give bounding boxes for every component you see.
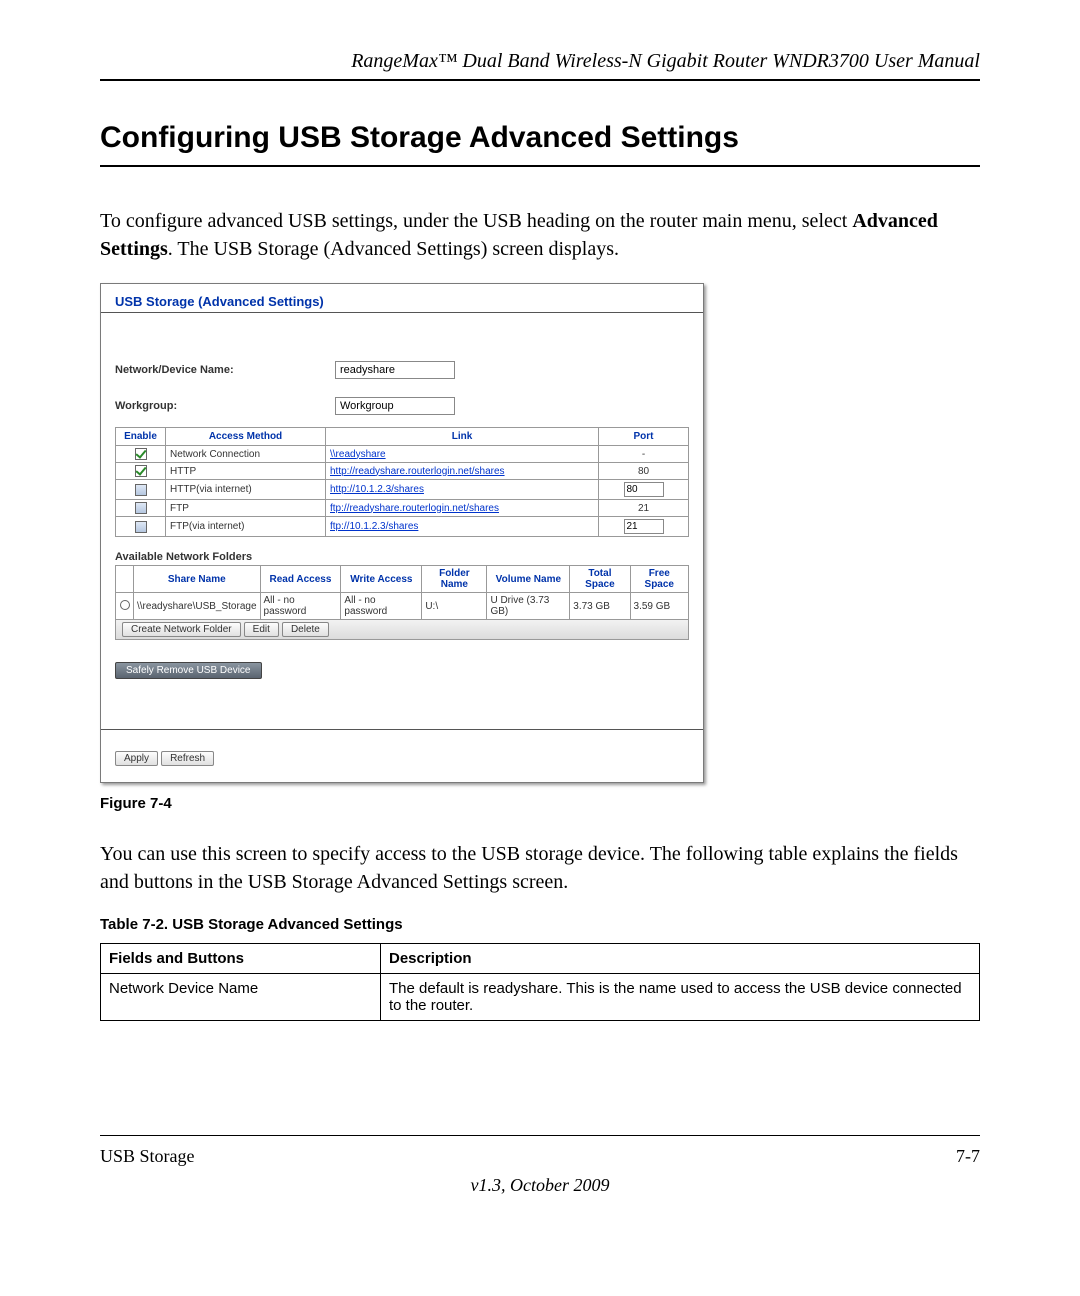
access-row: HTTP http://readyshare.routerlogin.net/s… xyxy=(116,463,689,480)
apply-button[interactable]: Apply xyxy=(115,751,158,766)
desc-cell-desc: The default is readyshare. This is the n… xyxy=(381,974,980,1021)
th-free: Free Space xyxy=(630,566,688,593)
port-cell: 80 xyxy=(599,463,689,480)
link-cell[interactable]: \\readyshare xyxy=(330,449,386,460)
desc-cell-field: Network Device Name xyxy=(101,974,381,1021)
link-cell[interactable]: http://10.1.2.3/shares xyxy=(330,484,424,495)
volume-cell: U Drive (3.73 GB) xyxy=(487,593,570,620)
link-cell[interactable]: ftp://10.1.2.3/shares xyxy=(330,521,418,532)
intro-text-1: To configure advanced USB settings, unde… xyxy=(100,210,852,232)
method-cell: HTTP(via internet) xyxy=(166,480,326,500)
total-cell: 3.73 GB xyxy=(570,593,630,620)
th-share: Share Name xyxy=(134,566,261,593)
th-folder: Folder Name xyxy=(422,566,487,593)
method-cell: Network Connection xyxy=(166,446,326,463)
folders-label: Available Network Folders xyxy=(115,551,689,563)
th-read: Read Access xyxy=(260,566,341,593)
enable-checkbox[interactable] xyxy=(135,484,147,496)
enable-checkbox[interactable] xyxy=(135,521,147,533)
port-input[interactable] xyxy=(624,482,664,497)
footer-left: USB Storage xyxy=(100,1146,195,1167)
th-write: Write Access xyxy=(341,566,422,593)
share-cell: \\readyshare\USB_Storage xyxy=(134,593,261,620)
network-device-input[interactable] xyxy=(335,361,455,379)
intro-paragraph: To configure advanced USB settings, unde… xyxy=(100,207,980,263)
free-cell: 3.59 GB xyxy=(630,593,688,620)
refresh-button[interactable]: Refresh xyxy=(161,751,214,766)
workgroup-input[interactable] xyxy=(335,397,455,415)
safely-remove-button[interactable]: Safely Remove USB Device xyxy=(115,662,262,679)
footer-right: 7-7 xyxy=(956,1146,980,1167)
router-screenshot: USB Storage (Advanced Settings) Network/… xyxy=(100,283,704,783)
workgroup-label: Workgroup: xyxy=(115,400,335,412)
link-cell[interactable]: http://readyshare.routerlogin.net/shares xyxy=(330,466,505,477)
access-row: FTP(via internet) ftp://10.1.2.3/shares xyxy=(116,517,689,537)
desc-th-2: Description xyxy=(381,944,980,974)
folder-button-row: Create Network Folder Edit Delete xyxy=(115,620,689,640)
port-input[interactable] xyxy=(624,519,664,534)
enable-checkbox[interactable] xyxy=(135,502,147,514)
page-footer: USB Storage 7-7 v1.3, October 2009 xyxy=(100,1135,980,1196)
port-cell: 21 xyxy=(599,500,689,517)
edit-button[interactable]: Edit xyxy=(244,622,279,637)
create-folder-button[interactable]: Create Network Folder xyxy=(122,622,241,637)
link-cell[interactable]: ftp://readyshare.routerlogin.net/shares xyxy=(330,503,499,514)
footer-version: v1.3, October 2009 xyxy=(100,1175,980,1196)
enable-checkbox[interactable] xyxy=(135,448,147,460)
intro-text-2: . The USB Storage (Advanced Settings) sc… xyxy=(168,238,619,260)
folder-radio[interactable] xyxy=(120,600,130,610)
folder-row: \\readyshare\USB_Storage All - no passwo… xyxy=(116,593,689,620)
method-cell: HTTP xyxy=(166,463,326,480)
th-port: Port xyxy=(599,428,689,446)
desc-th-1: Fields and Buttons xyxy=(101,944,381,974)
th-method: Access Method xyxy=(166,428,326,446)
th-total: Total Space xyxy=(570,566,630,593)
table-caption: Table 7-2. USB Storage Advanced Settings xyxy=(100,916,980,933)
method-cell: FTP xyxy=(166,500,326,517)
figure-caption: Figure 7-4 xyxy=(100,795,980,812)
th-volume: Volume Name xyxy=(487,566,570,593)
write-cell: All - no password xyxy=(341,593,422,620)
read-cell: All - no password xyxy=(260,593,341,620)
th-link: Link xyxy=(326,428,599,446)
description-table: Fields and Buttons Description Network D… xyxy=(100,943,980,1021)
method-cell: FTP(via internet) xyxy=(166,517,326,537)
delete-button[interactable]: Delete xyxy=(282,622,329,637)
section-heading: Configuring USB Storage Advanced Setting… xyxy=(100,121,980,167)
screenshot-title: USB Storage (Advanced Settings) xyxy=(115,294,689,309)
page-header: RangeMax™ Dual Band Wireless-N Gigabit R… xyxy=(100,50,980,81)
enable-checkbox[interactable] xyxy=(135,465,147,477)
body-paragraph-2: You can use this screen to specify acces… xyxy=(100,840,980,896)
folder-cell: U:\ xyxy=(422,593,487,620)
port-cell: - xyxy=(599,446,689,463)
access-row: HTTP(via internet) http://10.1.2.3/share… xyxy=(116,480,689,500)
network-device-label: Network/Device Name: xyxy=(115,364,335,376)
folders-table: Share Name Read Access Write Access Fold… xyxy=(115,565,689,620)
access-method-table: Enable Access Method Link Port Network C… xyxy=(115,427,689,537)
access-row: FTP ftp://readyshare.routerlogin.net/sha… xyxy=(116,500,689,517)
th-enable: Enable xyxy=(116,428,166,446)
access-row: Network Connection \\readyshare - xyxy=(116,446,689,463)
